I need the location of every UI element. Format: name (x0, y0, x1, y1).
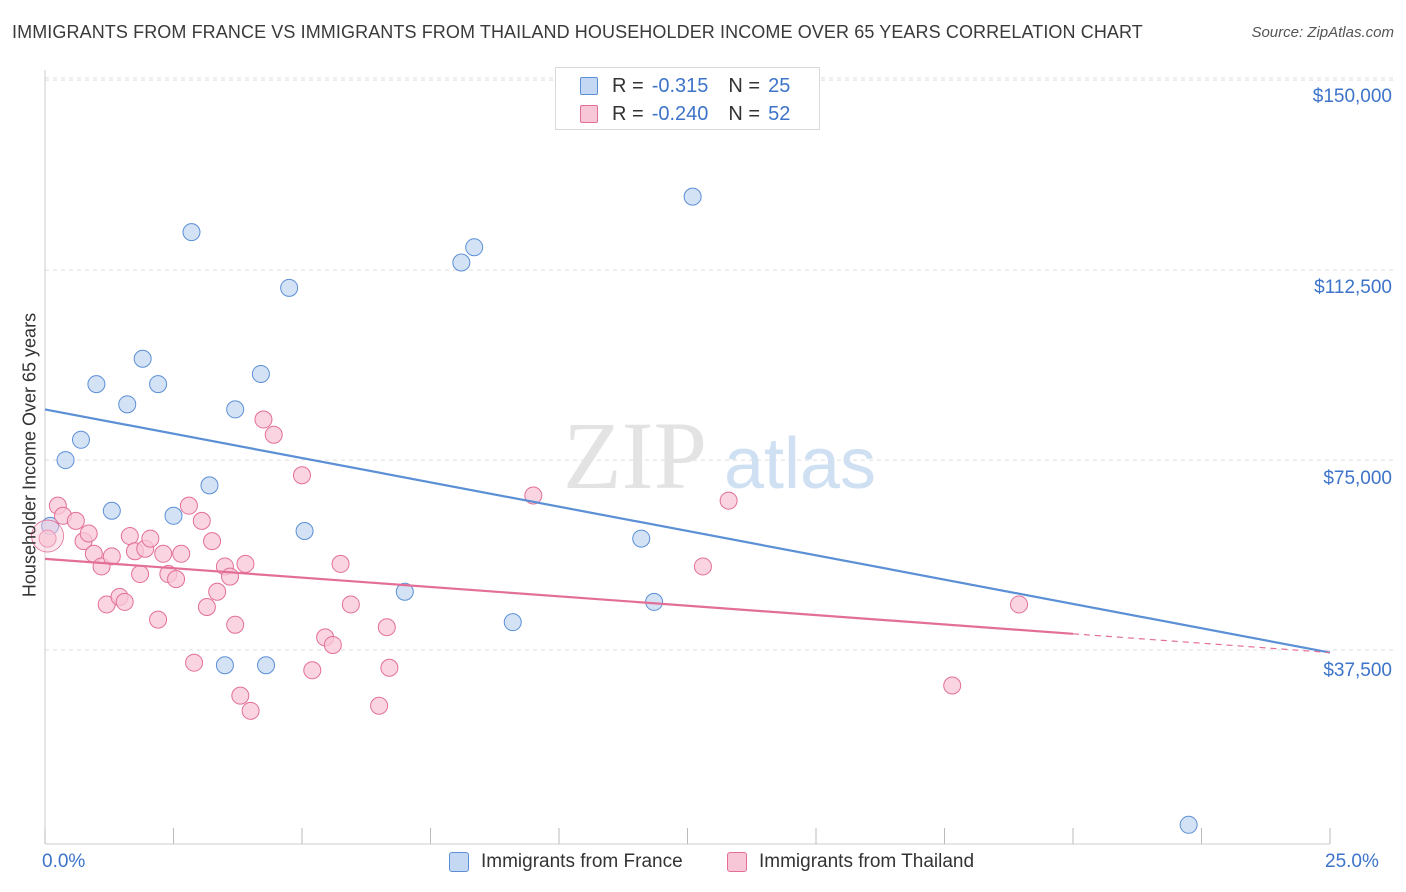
axes (44, 70, 1331, 845)
point-thailand (38, 529, 57, 548)
trendline-france (44, 408, 1331, 654)
point-france (1179, 815, 1198, 834)
point-thailand (154, 544, 173, 563)
scatter-points (31, 187, 1198, 834)
legend-swatch-thailand (580, 105, 598, 123)
y-tick-label-112500: $112,500 (1314, 277, 1392, 298)
point-thailand (120, 527, 139, 546)
point-thailand (377, 618, 396, 637)
bottom-legend-france[interactable]: Immigrants from France (449, 851, 683, 873)
legend-r-value: -0.240 (651, 102, 709, 125)
point-france (56, 451, 75, 470)
point-france (295, 521, 314, 540)
point-thailand (231, 686, 250, 705)
point-thailand (131, 565, 150, 584)
point-france (226, 400, 245, 419)
y-tick-label-75000: $75,000 (1323, 468, 1392, 489)
point-thailand (172, 544, 191, 563)
bottom-legend-swatch-france (449, 852, 469, 872)
point-france (280, 278, 299, 297)
point-thailand (264, 425, 283, 444)
point-thailand (303, 661, 322, 680)
point-france (683, 187, 702, 206)
point-thailand (719, 491, 738, 510)
trendline-thailand-extension (1072, 633, 1331, 654)
point-france (632, 529, 651, 548)
legend-n-label: N = (728, 102, 761, 125)
legend-r-value: -0.315 (651, 74, 709, 97)
legend-row-france: R = -0.315 N = 25 (580, 73, 790, 99)
point-thailand (241, 701, 260, 720)
point-thailand (192, 511, 211, 530)
legend-swatch-france (580, 77, 598, 95)
point-thailand (203, 532, 222, 551)
point-france (87, 375, 106, 394)
point-thailand (293, 466, 311, 485)
point-france (215, 656, 234, 675)
point-thailand (370, 696, 389, 715)
point-thailand (1010, 595, 1029, 614)
point-thailand (167, 570, 186, 589)
x-tick-label-max: 25.0% (1325, 851, 1379, 872)
x-tick-label-min: 0.0% (42, 851, 86, 872)
point-france (133, 349, 152, 368)
point-france (503, 613, 522, 632)
y-axis-label: Householder Income Over 65 years (19, 312, 40, 598)
point-thailand (693, 557, 712, 576)
point-france (182, 223, 201, 242)
point-thailand-large (31, 519, 64, 553)
point-thailand (197, 597, 216, 616)
point-france (102, 501, 121, 520)
point-france (200, 476, 219, 495)
correlation-legend: R = -0.315 N = 25 R = -0.240 N = 52 (555, 67, 820, 130)
watermark-atlas: atlas (724, 424, 876, 504)
point-france (257, 656, 276, 675)
point-france (149, 375, 168, 394)
point-france (118, 395, 137, 414)
bottom-legend-swatch-thailand (727, 852, 747, 872)
legend-n-label: N = (728, 74, 761, 97)
point-thailand (254, 410, 273, 429)
point-thailand (208, 582, 227, 601)
point-thailand (524, 486, 543, 505)
point-thailand (185, 653, 204, 672)
point-thailand (221, 567, 240, 586)
point-thailand (341, 595, 360, 614)
point-france (452, 253, 471, 272)
source-credit: Source: ZipAtlas.com (1251, 24, 1394, 41)
point-thailand (66, 511, 85, 530)
bottom-legend-label-france: Immigrants from France (481, 851, 683, 872)
point-france (164, 506, 183, 525)
legend-n-value: 25 (768, 74, 791, 97)
trend-lines (44, 408, 1331, 654)
legend-r-label: R = (612, 102, 644, 125)
point-thailand (149, 610, 168, 629)
legend-row-thailand: R = -0.240 N = 52 (580, 101, 790, 127)
bottom-legend-label-thailand: Immigrants from Thailand (759, 851, 975, 872)
point-france (71, 430, 90, 449)
point-thailand (179, 496, 198, 515)
point-france (395, 582, 414, 601)
y-tick-label-37500: $37,500 (1323, 660, 1392, 681)
y-tick-label-150000: $150,000 (1312, 86, 1392, 107)
point-thailand (79, 524, 98, 543)
point-thailand (331, 554, 350, 573)
point-thailand (323, 635, 342, 654)
point-france (251, 364, 270, 383)
point-thailand (236, 554, 255, 573)
point-thailand (226, 615, 245, 634)
chart-title: IMMIGRANTS FROM FRANCE VS IMMIGRANTS FRO… (12, 22, 1143, 42)
legend-r-label: R = (612, 74, 644, 97)
bottom-legend-thailand[interactable]: Immigrants from Thailand (727, 851, 974, 873)
point-thailand (380, 658, 399, 677)
legend-n-value: 52 (768, 102, 791, 125)
trendline-thailand (44, 557, 1074, 635)
point-france (465, 238, 484, 257)
point-thailand (943, 676, 962, 695)
point-thailand (141, 529, 160, 548)
watermark-zip: ZIP (563, 402, 707, 509)
point-thailand (115, 592, 134, 611)
